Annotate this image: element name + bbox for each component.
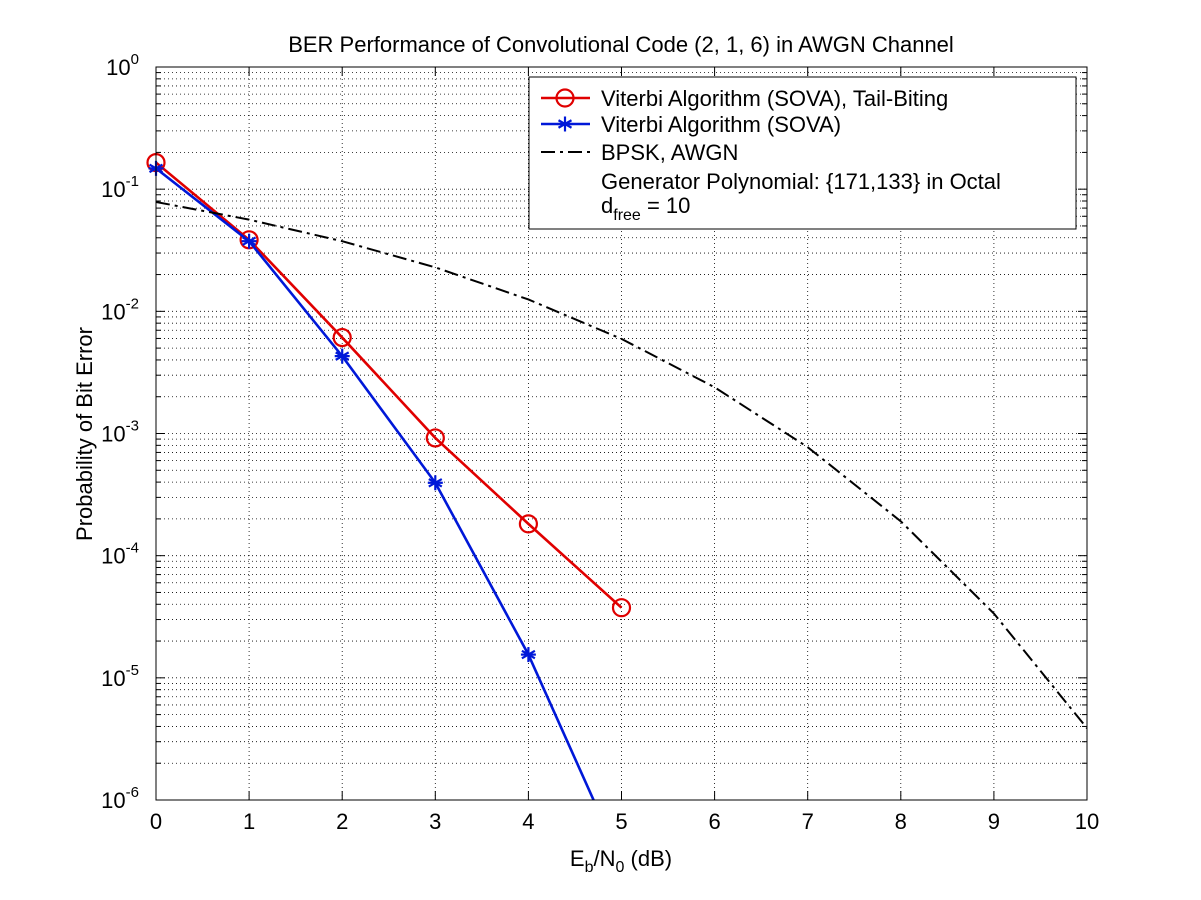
asterisk-marker [557, 116, 573, 132]
x-tick-label: 4 [522, 809, 534, 834]
x-axis-label-sub-b: b [585, 859, 594, 876]
asterisk-marker [241, 233, 257, 249]
y-tick-base: 10 [101, 299, 125, 324]
y-tick-base: 10 [101, 788, 125, 813]
series-line-2 [156, 167, 595, 800]
legend-entry-label: Viterbi Algorithm (SOVA) [601, 112, 841, 137]
y-axis-label: Probability of Bit Error [72, 327, 97, 541]
circle-marker [332, 327, 352, 348]
asterisk-marker [427, 475, 443, 491]
chart-title: BER Performance of Convolutional Code (2… [288, 32, 954, 57]
dfree-value: = 10 [641, 193, 691, 218]
x-tick-label: 5 [615, 809, 627, 834]
asterisk-marker [334, 348, 350, 364]
x-axis-label-sub-0: 0 [616, 859, 625, 876]
x-tick-label: 2 [336, 809, 348, 834]
y-tick-label: 10-5 [101, 662, 139, 691]
legend-entry-label: BPSK, AWGN [601, 140, 738, 165]
y-tick-exponent: -3 [126, 418, 139, 435]
asterisk-marker [520, 647, 536, 663]
y-tick-base: 10 [101, 666, 125, 691]
y-tick-base: 10 [101, 177, 125, 202]
y-tick-exponent: 0 [131, 51, 139, 68]
y-tick-label: 100 [106, 51, 139, 80]
legend-dfree-note: dfree = 10 [601, 193, 690, 224]
x-axis-label: Eb/N0 (dB) [570, 846, 672, 876]
x-tick-label: 9 [988, 809, 1000, 834]
dfree-sub: free [613, 207, 641, 224]
circle-marker [425, 428, 445, 448]
y-tick-exponent: -6 [126, 784, 139, 801]
x-axis-label-n: /N [594, 846, 616, 871]
y-tick-base: 10 [101, 422, 125, 447]
x-tick-label: 7 [802, 809, 814, 834]
y-tick-label: 10-2 [101, 295, 139, 324]
y-tick-base: 10 [101, 544, 125, 569]
x-axis-label-unit: (dB) [624, 846, 672, 871]
y-tick-label: 10-1 [101, 173, 139, 202]
y-tick-exponent: -2 [126, 295, 139, 312]
circle-marker [611, 598, 632, 618]
x-tick-label: 1 [243, 809, 255, 834]
x-tick-label: 10 [1075, 809, 1099, 834]
x-tick-label: 0 [150, 809, 162, 834]
y-tick-base: 10 [106, 55, 130, 80]
series-line-1 [156, 161, 623, 609]
y-tick-exponent: -1 [126, 173, 139, 190]
y-tick-label: 10-3 [101, 418, 139, 447]
x-tick-labels: 0 1 2 3 4 5 6 7 8 9 10 [150, 809, 1099, 834]
y-tick-exponent: -5 [126, 662, 139, 679]
circle-marker [518, 514, 539, 534]
x-tick-label: 3 [429, 809, 441, 834]
legend-generator-note: Generator Polynomial: {171,133} in Octal [601, 169, 1001, 194]
x-axis-label-e: E [570, 846, 585, 871]
legend-items: Viterbi Algorithm (SOVA), Tail-BitingVit… [541, 86, 948, 165]
circle-marker [555, 88, 575, 108]
legend: Viterbi Algorithm (SOVA), Tail-BitingVit… [528, 76, 1077, 230]
axes-frame [155, 66, 1088, 801]
y-tick-exponent: -4 [126, 540, 139, 557]
dfree-d: d [601, 193, 613, 218]
x-tick-label: 8 [895, 809, 907, 834]
y-tick-label: 10-6 [101, 784, 139, 813]
series-line-3 [156, 200, 1087, 729]
legend-box [528, 76, 1077, 230]
y-tick-label: 10-4 [101, 540, 139, 569]
x-tick-label: 6 [708, 809, 720, 834]
legend-entry-label: Viterbi Algorithm (SOVA), Tail-Biting [601, 86, 948, 111]
